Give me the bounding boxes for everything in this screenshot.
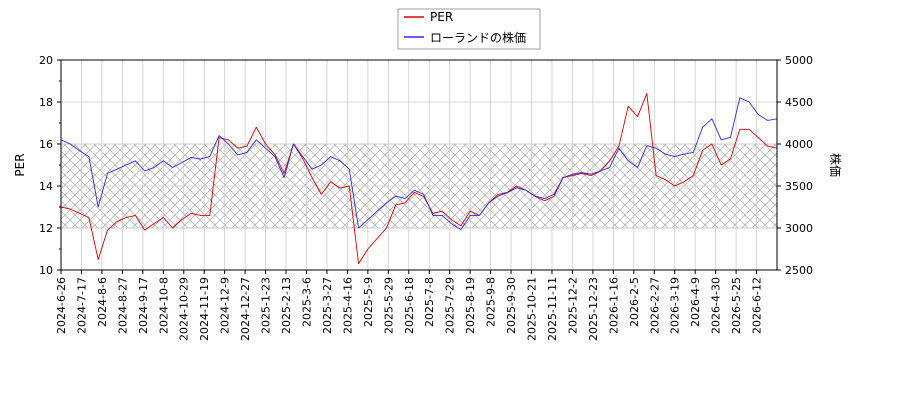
left-axis-title: PER (13, 153, 27, 176)
x-tick-label: 2025-12-2 (566, 277, 579, 334)
right-tick-label: 4500 (785, 96, 813, 109)
x-tick-label: 2025-10-21 (526, 277, 539, 341)
legend: PER ローランドの株価 (397, 8, 541, 50)
x-tick-label: 2026-1-16 (607, 277, 620, 334)
grid (60, 59, 777, 271)
x-tick-label: 2025-11-11 (546, 277, 559, 341)
per-line (60, 93, 778, 265)
x-tick-label: 2025-5-29 (382, 277, 395, 334)
left-tick-label: 16 (39, 138, 53, 151)
right-tick-label: 5000 (785, 54, 813, 67)
x-tick-label: 2025-3-27 (321, 277, 334, 334)
right-tick-label: 4000 (785, 138, 813, 151)
x-tick-label: 2024-10-8 (157, 277, 170, 334)
left-tick-label: 12 (39, 222, 53, 235)
legend-price-label: ローランドの株価 (430, 30, 526, 45)
left-tick-label: 14 (39, 180, 53, 193)
left-tick-label: 20 (39, 54, 53, 67)
x-tick-label: 2024-9-17 (137, 277, 150, 334)
x-tick-label: 2024-11-19 (198, 277, 211, 341)
x-tick-label: 2025-3-6 (300, 277, 313, 327)
x-tick-label: 2025-4-16 (341, 277, 354, 334)
x-tick-label: 2026-6-12 (751, 277, 764, 334)
x-tick-label: 2026-2-5 (628, 277, 641, 327)
right-axis-title: 株価 (828, 153, 843, 177)
x-tick-label: 2025-2-13 (280, 277, 293, 334)
x-tick-label: 2025-9-8 (485, 277, 498, 327)
right-axis-ticks: 2500 3000 3500 4000 4500 5000 (777, 54, 813, 277)
x-axis-ticks: 2024-6-26 2024-7-17 2024-8-6 2024-8-27 2024-… (55, 270, 764, 341)
x-tick-label: 2025-12-23 (587, 277, 600, 341)
right-tick-label: 3500 (785, 180, 813, 193)
legend-per-label: PER (430, 10, 453, 24)
x-tick-label: 2024-12-27 (239, 277, 252, 341)
x-tick-label: 2024-8-27 (116, 277, 129, 334)
x-tick-label: 2026-5-25 (730, 277, 743, 334)
left-tick-label: 18 (39, 96, 53, 109)
stock-price-line (60, 97, 778, 231)
x-tick-label: 2024-12-9 (219, 277, 232, 334)
x-tick-label: 2025-6-18 (403, 277, 416, 334)
x-tick-label: 2025-8-19 (464, 277, 477, 334)
x-tick-label: 2026-3-19 (669, 277, 682, 334)
x-tick-label: 2026-4-9 (689, 277, 702, 327)
right-tick-label: 2500 (785, 264, 813, 277)
x-tick-label: 2024-7-17 (75, 277, 88, 334)
x-tick-label: 2025-5-9 (362, 277, 375, 327)
x-tick-label: 2026-2-27 (648, 277, 661, 334)
left-tick-label: 10 (39, 264, 53, 277)
x-tick-label: 2026-4-30 (710, 277, 723, 334)
x-tick-label: 2025-7-8 (423, 277, 436, 327)
series-layer (60, 93, 778, 265)
x-tick-label: 2025-1-23 (260, 277, 273, 334)
x-tick-label: 2024-6-26 (55, 277, 68, 334)
right-tick-label: 3000 (785, 222, 813, 235)
legend-box (397, 8, 541, 50)
left-axis-ticks: 10 12 14 16 18 20 (39, 54, 61, 277)
x-tick-label: 2025-7-29 (444, 277, 457, 334)
x-tick-label: 2024-10-29 (178, 277, 191, 341)
x-tick-label: 2024-8-6 (96, 277, 109, 327)
x-tick-label: 2025-9-30 (505, 277, 518, 334)
